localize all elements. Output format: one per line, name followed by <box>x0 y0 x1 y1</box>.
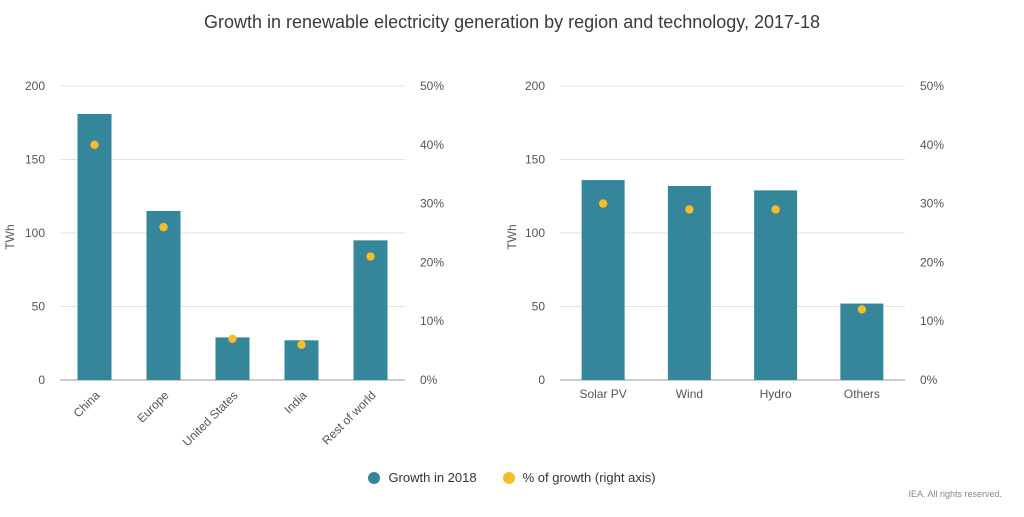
y2-tick-label: 40% <box>420 138 444 152</box>
dot-point <box>366 252 375 261</box>
y2-tick-label: 30% <box>420 197 444 211</box>
x-tick-label: India <box>281 388 310 417</box>
x-tick-label: Wind <box>676 387 703 401</box>
dot-point <box>598 199 608 208</box>
y-tick-label: 50 <box>532 300 546 314</box>
x-tick-label: China <box>71 388 103 420</box>
bar <box>581 180 625 380</box>
chart-title: Growth in renewable electricity generati… <box>203 12 821 32</box>
x-tick-label: Europe <box>134 388 171 425</box>
bar <box>146 210 181 380</box>
dot-point <box>685 205 694 214</box>
bar <box>667 185 711 380</box>
y-tick-label: 100 <box>525 226 545 240</box>
y-tick-label: 0 <box>538 373 545 387</box>
y2-tick-label: 0% <box>420 373 438 387</box>
x-tick-label: Others <box>844 387 880 401</box>
y-tick-label: 150 <box>25 153 45 167</box>
legend-bar-swatch <box>368 471 381 484</box>
y2-tick-label: 50% <box>920 79 944 93</box>
y2-tick-label: 20% <box>920 255 944 269</box>
y2-tick-label: 10% <box>920 314 944 328</box>
y2-tick-label: 10% <box>420 314 444 328</box>
legend-item-dots: % of growth (right axis) <box>502 470 656 485</box>
y-tick-label: 100 <box>25 226 45 240</box>
bar <box>754 190 798 380</box>
y-tick-label: 150 <box>525 153 545 167</box>
dot-point <box>159 222 168 232</box>
bar <box>840 303 884 380</box>
legend-dot-label: % of growth (right axis) <box>522 470 656 485</box>
x-tick-label: Hydro <box>760 387 792 401</box>
x-tick-label: United States <box>180 388 241 449</box>
y2-tick-label: 20% <box>420 255 444 269</box>
y-tick-label: 200 <box>25 79 45 93</box>
footnote: IEA. All rights reserved. <box>908 489 1002 499</box>
bar <box>215 337 250 380</box>
dot-point <box>297 340 306 349</box>
y-axis-label: TWh <box>505 224 519 249</box>
legend-dot-swatch <box>502 471 515 484</box>
legend-bar-label: Growth in 2018 <box>388 470 477 485</box>
bar <box>353 240 388 380</box>
dot-point <box>228 334 237 344</box>
y2-tick-label: 50% <box>420 79 444 93</box>
dot-point <box>90 140 99 149</box>
y2-tick-label: 30% <box>920 197 944 211</box>
legend: Growth in 2018 % of growth (right axis) <box>0 470 1024 485</box>
legend-item-bars: Growth in 2018 <box>368 470 477 485</box>
y-axis-label: TWh <box>3 224 17 249</box>
dot-point <box>857 305 867 314</box>
y-tick-label: 200 <box>525 79 545 93</box>
y-tick-label: 50 <box>32 300 46 314</box>
x-tick-label: Rest of world <box>319 388 378 447</box>
x-tick-label: Solar PV <box>579 387 626 401</box>
y2-tick-label: 0% <box>920 373 938 387</box>
dot-point <box>771 205 780 214</box>
y2-tick-label: 40% <box>920 138 944 152</box>
y-tick-label: 0 <box>38 373 45 387</box>
bar <box>77 113 112 381</box>
